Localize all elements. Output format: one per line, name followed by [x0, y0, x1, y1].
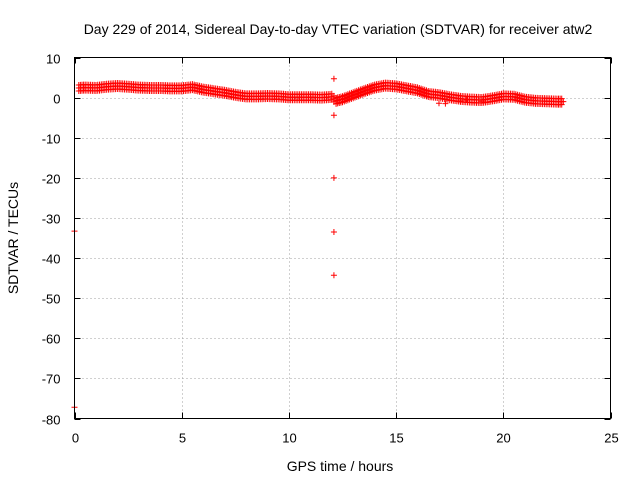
data-point-outlier: [330, 75, 337, 82]
data-point-outlier: [330, 112, 337, 119]
x-tick-label: 15: [389, 431, 403, 446]
data-point-outlier: [435, 100, 442, 107]
data-point-outlier: [330, 272, 337, 279]
data-point-outlier: [442, 100, 449, 107]
x-tick-label: 10: [282, 431, 296, 446]
data-series: [71, 75, 567, 411]
data-point-outlier: [463, 97, 470, 104]
chart-title: Day 229 of 2014, Sidereal Day-to-day VTE…: [84, 21, 593, 37]
x-tick-label: 0: [72, 431, 79, 446]
x-tick-label: 25: [604, 431, 618, 446]
y-tick-label: -70: [42, 372, 61, 387]
x-axis-label: GPS time / hours: [287, 458, 394, 474]
y-tick-label: -40: [42, 252, 61, 267]
data-point: [560, 98, 567, 105]
y-tick-label: -80: [42, 413, 61, 428]
y-tick-label: 0: [53, 92, 60, 107]
y-tick-label: -20: [42, 172, 61, 187]
data-point-outlier: [478, 98, 485, 105]
x-tick-label: 5: [179, 431, 186, 446]
grid: [74, 57, 611, 419]
y-tick-label: -50: [42, 292, 61, 307]
y-tick-label: 10: [46, 52, 60, 67]
data-point-outlier: [457, 97, 464, 104]
plot-frame: [74, 57, 611, 419]
y-axis-label: SDTVAR / TECUs: [5, 182, 21, 294]
y-tick-label: -60: [42, 332, 61, 347]
y-tick-label: -30: [42, 212, 61, 227]
y-tick-label: -10: [42, 132, 61, 147]
x-tick-label: 20: [496, 431, 510, 446]
data-point-outlier: [330, 174, 337, 181]
data-point-outlier: [330, 228, 337, 235]
axis-ticks: 10 0 -10 -20 -30 -40 -50 -60 -70 -80 0 5 10 15 20 25: [42, 52, 619, 446]
